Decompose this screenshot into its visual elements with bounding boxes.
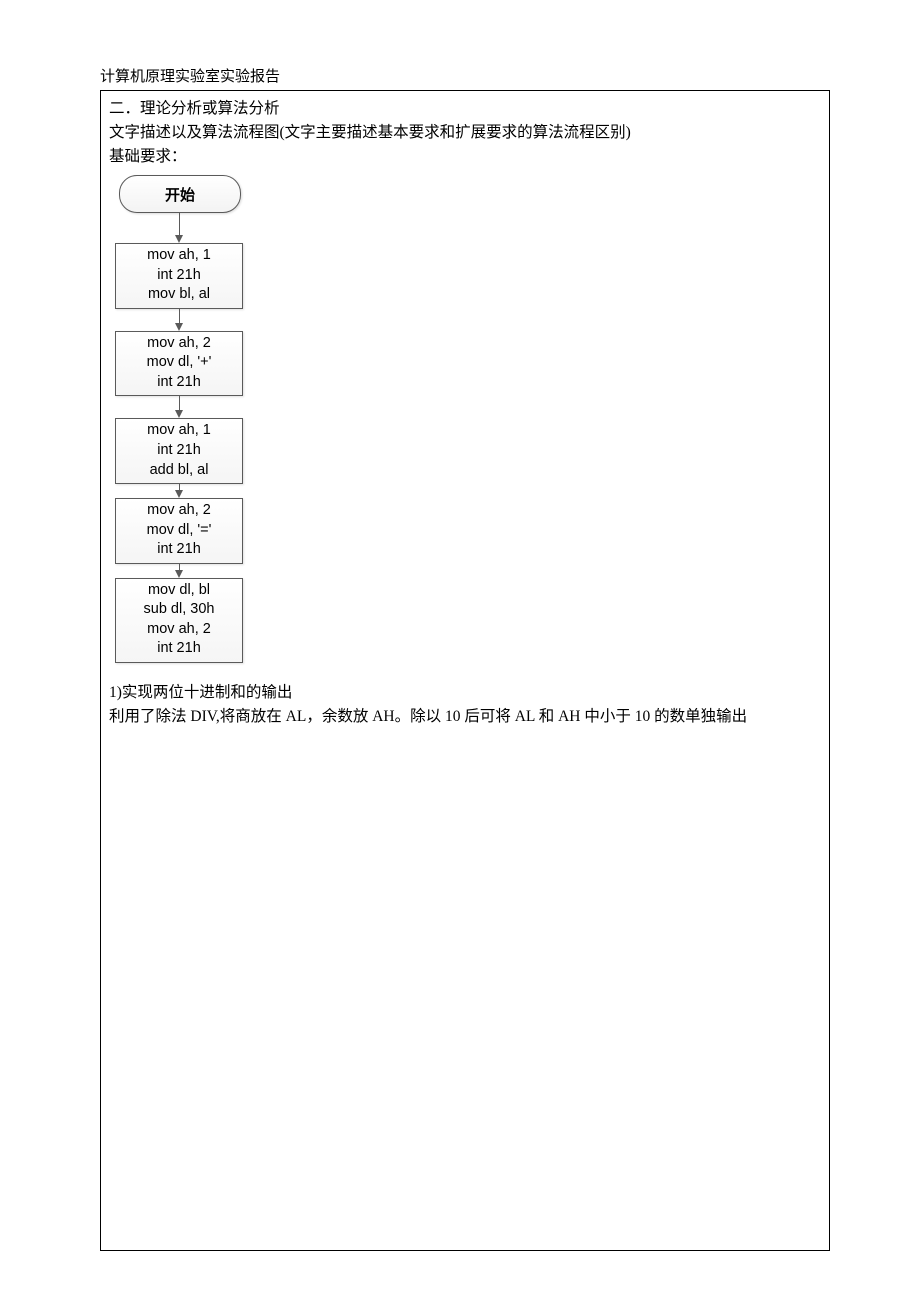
- flow-box-2: mov ah, 2 mov dl, '+' int 21h: [115, 331, 243, 397]
- code-line: mov ah, 2: [116, 334, 242, 354]
- basic-label: 基础要求：: [109, 145, 821, 169]
- code-line: mov dl, bl: [116, 581, 242, 601]
- code-line: int 21h: [116, 266, 242, 286]
- content-frame: 二．理论分析或算法分析 文字描述以及算法流程图(文字主要描述基本要求和扩展要求的…: [100, 91, 830, 1251]
- code-line: mov bl, al: [116, 285, 242, 305]
- code-line: int 21h: [116, 639, 242, 659]
- code-line: int 21h: [116, 441, 242, 461]
- code-line: mov ah, 2: [116, 620, 242, 640]
- code-line: add bl, al: [116, 461, 242, 481]
- section-subtitle: 文字描述以及算法流程图(文字主要描述基本要求和扩展要求的算法流程区别): [109, 121, 821, 145]
- point-1-title: 1)实现两位十进制和的输出: [109, 681, 821, 705]
- section-heading: 二．理论分析或算法分析: [109, 97, 821, 121]
- point-1-text: 利用了除法 DIV,将商放在 AL，余数放 AH。除以 10 后可将 AL 和 …: [109, 705, 821, 729]
- flow-start: 开始: [119, 175, 241, 213]
- algorithm-flowchart: 开始 mov ah, 1 int 21h mov bl, al mov ah, …: [109, 175, 821, 663]
- flow-box-4: mov ah, 2 mov dl, '=' int 21h: [115, 498, 243, 564]
- code-line: mov dl, '=': [116, 521, 242, 541]
- flow-start-label: 开始: [165, 184, 195, 205]
- code-line: mov ah, 1: [116, 421, 242, 441]
- code-line: sub dl, 30h: [116, 600, 242, 620]
- code-line: int 21h: [116, 540, 242, 560]
- flow-box-3: mov ah, 1 int 21h add bl, al: [115, 418, 243, 484]
- code-line: mov ah, 2: [116, 501, 242, 521]
- body-text: 1)实现两位十进制和的输出 利用了除法 DIV,将商放在 AL，余数放 AH。除…: [109, 681, 821, 729]
- page-header: 计算机原理实验室实验报告: [100, 65, 830, 91]
- flow-box-5: mov dl, bl sub dl, 30h mov ah, 2 int 21h: [115, 578, 243, 663]
- code-line: int 21h: [116, 373, 242, 393]
- code-line: mov ah, 1: [116, 246, 242, 266]
- code-line: mov dl, '+': [116, 353, 242, 373]
- flow-box-1: mov ah, 1 int 21h mov bl, al: [115, 243, 243, 309]
